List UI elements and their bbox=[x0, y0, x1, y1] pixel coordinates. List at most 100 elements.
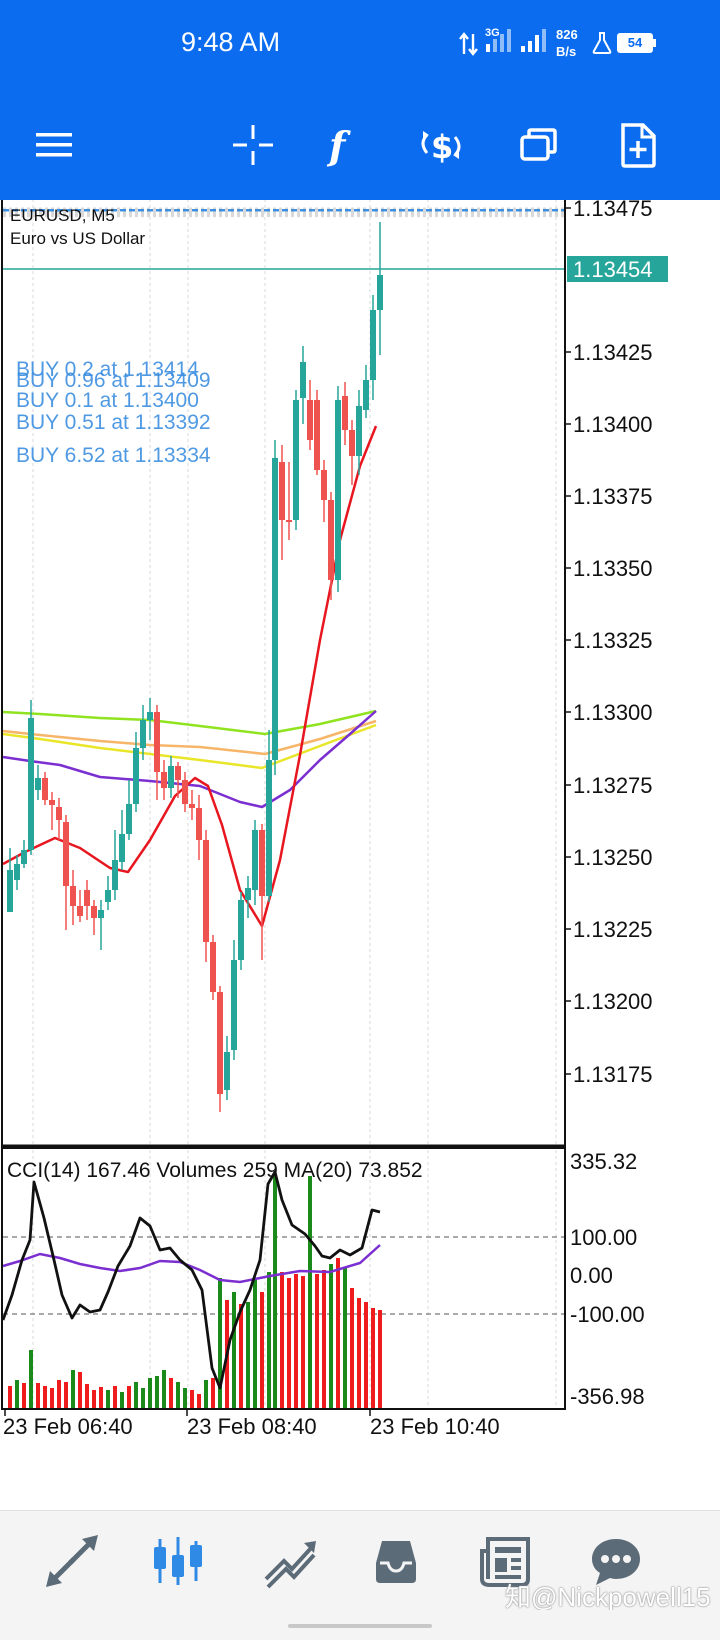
indicator-axis-label: 0.00 bbox=[570, 1263, 613, 1288]
price-axis-label: 1.13325 bbox=[573, 628, 653, 653]
nav-news[interactable] bbox=[474, 1529, 538, 1593]
main-chart-frame bbox=[1, 200, 566, 1147]
crosshair-icon bbox=[233, 125, 273, 165]
candle-bear bbox=[342, 396, 348, 430]
volume-bar-up bbox=[134, 1382, 138, 1408]
volume-bar-down bbox=[78, 1372, 82, 1408]
volume-bar-down bbox=[22, 1383, 26, 1408]
volume-bar-down bbox=[350, 1288, 354, 1408]
candle-bull bbox=[28, 718, 34, 850]
chart-icon bbox=[154, 1537, 202, 1585]
candle-bear bbox=[182, 780, 188, 804]
network-speed-unit: B/s bbox=[556, 44, 577, 59]
price-axis-label: 1.13175 bbox=[573, 1062, 653, 1087]
volume-bar-down bbox=[169, 1378, 173, 1408]
price-axis-label: 1.13200 bbox=[573, 989, 653, 1014]
volume-bar-down bbox=[36, 1383, 40, 1408]
volume-bar-down bbox=[190, 1390, 194, 1408]
volume-bar-up bbox=[267, 1272, 271, 1408]
trade-icon: $ bbox=[421, 128, 461, 166]
window-button[interactable] bbox=[504, 110, 574, 180]
candle-bull bbox=[140, 720, 146, 748]
price-axis-label: 1.13400 bbox=[573, 412, 653, 437]
gesture-handle[interactable] bbox=[288, 1624, 432, 1628]
nav-history[interactable] bbox=[364, 1529, 428, 1593]
volume-bar-up bbox=[71, 1370, 75, 1408]
ma-orange-line bbox=[2, 719, 377, 756]
price-axis-label: 1.13475 bbox=[573, 200, 653, 221]
volume-bar-up bbox=[176, 1382, 180, 1408]
trade-button[interactable]: $ bbox=[406, 110, 476, 180]
current-price-tag bbox=[567, 256, 668, 282]
candle-bull bbox=[21, 850, 27, 864]
candlesticks bbox=[7, 222, 383, 1112]
candle-bull bbox=[300, 362, 306, 398]
bottom-navigation bbox=[0, 1510, 720, 1611]
status-time: 9:48 AM bbox=[181, 27, 281, 57]
candle-bear bbox=[49, 800, 55, 805]
candle-bear bbox=[328, 500, 334, 580]
nav-chart[interactable] bbox=[146, 1529, 210, 1593]
candle-bear bbox=[175, 766, 181, 780]
volume-bar-down bbox=[8, 1386, 12, 1408]
data-arrows-icon bbox=[459, 32, 478, 56]
candle-bull bbox=[377, 275, 383, 310]
candle-bear bbox=[189, 804, 195, 808]
menu-button[interactable] bbox=[19, 110, 89, 180]
indicators-icon: f bbox=[326, 123, 351, 167]
volume-bar-down bbox=[357, 1298, 361, 1408]
price-axis-label: 1.13350 bbox=[573, 556, 653, 581]
nav-chat[interactable] bbox=[584, 1529, 648, 1593]
volume-bar-down bbox=[280, 1272, 284, 1408]
svg-text:$: $ bbox=[431, 128, 453, 166]
time-axis-label: 23 Feb 06:40 bbox=[3, 1414, 133, 1439]
new-order-button[interactable] bbox=[603, 110, 673, 180]
nav-quotes[interactable] bbox=[40, 1529, 104, 1593]
chart-area[interactable]: BUY 0.2 at 1.13414 BUY 0.96 at 1.13409 BUY… bbox=[0, 200, 720, 1510]
signal-1-icon bbox=[486, 29, 511, 52]
volume-bar-up bbox=[218, 1278, 222, 1408]
volume-bar-up bbox=[343, 1268, 347, 1408]
flask-icon bbox=[592, 32, 612, 54]
indicator-axis-label: -100.00 bbox=[570, 1302, 645, 1327]
volume-bar-down bbox=[92, 1390, 96, 1408]
volume-bar-up bbox=[204, 1380, 208, 1408]
status-bar: 9:48 AM 3G 826 B/s 54 bbox=[0, 0, 720, 90]
news-icon bbox=[480, 1537, 530, 1587]
volume-bar-down bbox=[239, 1304, 243, 1408]
ma-yellow-line bbox=[2, 723, 377, 770]
candle-bear bbox=[314, 400, 320, 470]
battery-level: 54 bbox=[619, 35, 651, 51]
candle-bear bbox=[203, 840, 209, 942]
candle-bull bbox=[112, 860, 118, 890]
candle-bear bbox=[259, 830, 265, 896]
candle-bull bbox=[356, 406, 362, 456]
order-label: BUY 0.1 at 1.13400 bbox=[16, 389, 199, 412]
volume-bar-down bbox=[301, 1276, 305, 1408]
candle-bull bbox=[363, 380, 369, 410]
battery-tip bbox=[653, 39, 656, 47]
candle-bear bbox=[42, 778, 48, 800]
volume-bar-down bbox=[287, 1278, 291, 1408]
order-label: BUY 6.52 at 1.13334 bbox=[16, 444, 211, 467]
candle-bear bbox=[91, 906, 97, 918]
nav-trade[interactable] bbox=[258, 1529, 322, 1593]
volume-bar-down bbox=[57, 1380, 61, 1408]
volume-ma-line bbox=[2, 1244, 381, 1284]
price-axis-label: 1.13225 bbox=[573, 917, 653, 942]
crosshair-button[interactable] bbox=[218, 110, 288, 180]
candle-bear bbox=[286, 520, 292, 522]
cci-line bbox=[1, 1170, 381, 1390]
indicators-button[interactable]: f bbox=[306, 110, 376, 180]
new-order-icon bbox=[621, 123, 656, 168]
volume-bar-down bbox=[211, 1378, 215, 1408]
candle-bear bbox=[307, 400, 313, 440]
chart-frame bbox=[1, 200, 566, 1410]
candle-bull bbox=[105, 890, 111, 902]
price-axis-label: 1.13300 bbox=[573, 700, 653, 725]
volume-bar-up bbox=[15, 1380, 19, 1408]
volume-bar-down bbox=[43, 1386, 47, 1408]
candle-bear bbox=[70, 886, 76, 906]
volume-bar-up bbox=[162, 1370, 166, 1408]
